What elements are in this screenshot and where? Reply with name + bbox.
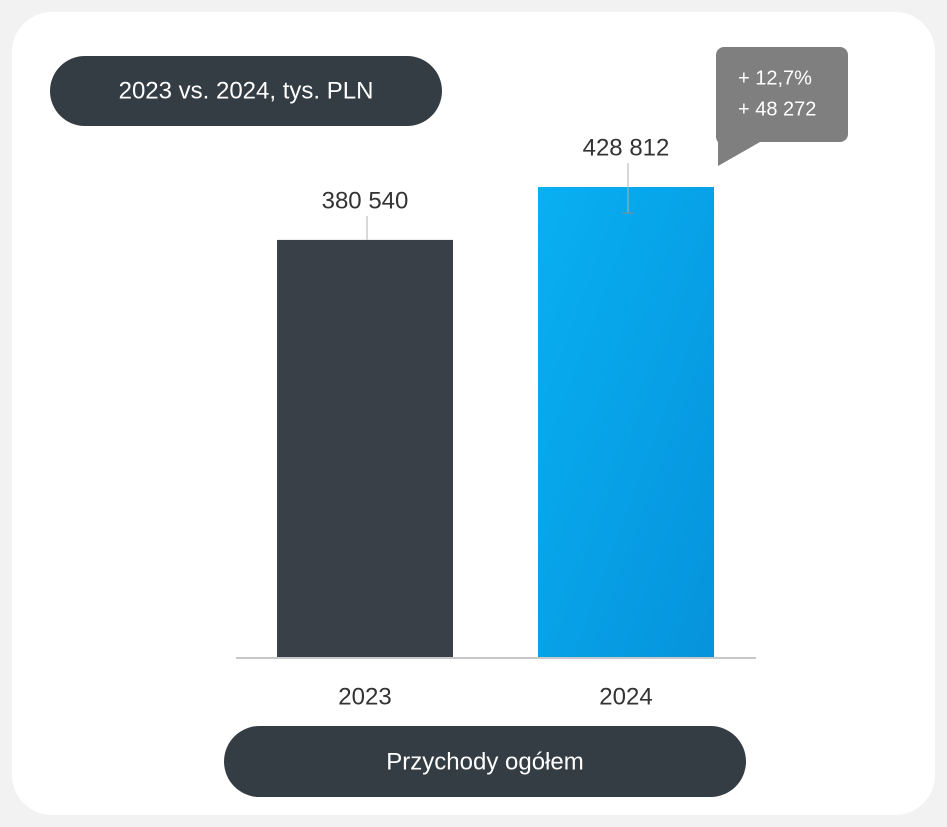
chart-title: 2023 vs. 2024, tys. PLN [119,77,374,104]
callout [715,47,848,166]
annotation: + 48 272 [738,98,816,120]
value-label: 428 812 [583,134,670,161]
x-tick-label: 2024 [599,683,652,710]
bar [277,239,453,657]
value-label: 380 540 [322,187,409,214]
xlabel-pill [224,726,746,797]
bar [538,187,714,657]
title-pill [50,56,442,126]
x-tick-label: 2023 [338,683,391,710]
annotation: + 12,7% [738,67,812,89]
x-axis-label: Przychody ogółem [386,748,583,775]
